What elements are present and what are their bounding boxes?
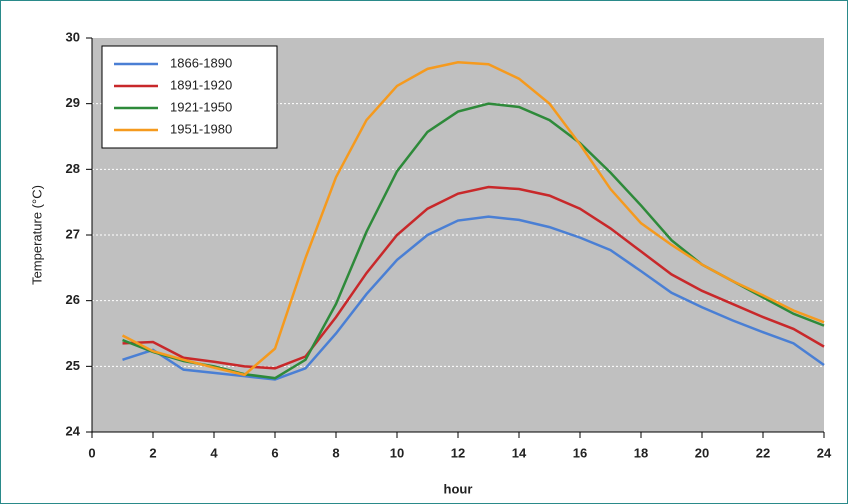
series-line	[121, 61, 825, 377]
y-tick-label: 27	[66, 226, 80, 241]
x-tick-label: 4	[210, 445, 218, 460]
y-axis-label: Temperature (°C)	[29, 185, 44, 285]
x-tick-label: 14	[512, 445, 527, 460]
y-tick-label: 25	[66, 358, 80, 373]
y-tick-label: 29	[66, 95, 80, 110]
series-line	[122, 185, 825, 370]
x-tick-label: 16	[573, 445, 587, 460]
y-tick-label: 30	[66, 29, 80, 44]
x-tick-label: 2	[149, 445, 156, 460]
legend-label: 1866-1890	[170, 55, 232, 70]
x-axis-label: hour	[444, 481, 473, 496]
x-tick-label: 8	[332, 445, 339, 460]
legend-label: 1951-1980	[170, 121, 232, 136]
y-tick-label: 28	[66, 161, 80, 176]
legend-label: 1921-1950	[170, 99, 232, 114]
x-tick-label: 12	[451, 445, 465, 460]
x-tick-label: 0	[88, 445, 95, 460]
y-tick-label: 24	[66, 423, 81, 438]
x-tick-label: 20	[695, 445, 709, 460]
x-tick-label: 22	[756, 445, 770, 460]
x-tick-label: 24	[817, 445, 832, 460]
x-tick-label: 18	[634, 445, 648, 460]
x-tick-label: 10	[390, 445, 404, 460]
x-tick-label: 6	[271, 445, 278, 460]
y-tick-label: 26	[66, 292, 80, 307]
legend-label: 1891-1920	[170, 77, 232, 92]
series-line	[122, 215, 825, 381]
